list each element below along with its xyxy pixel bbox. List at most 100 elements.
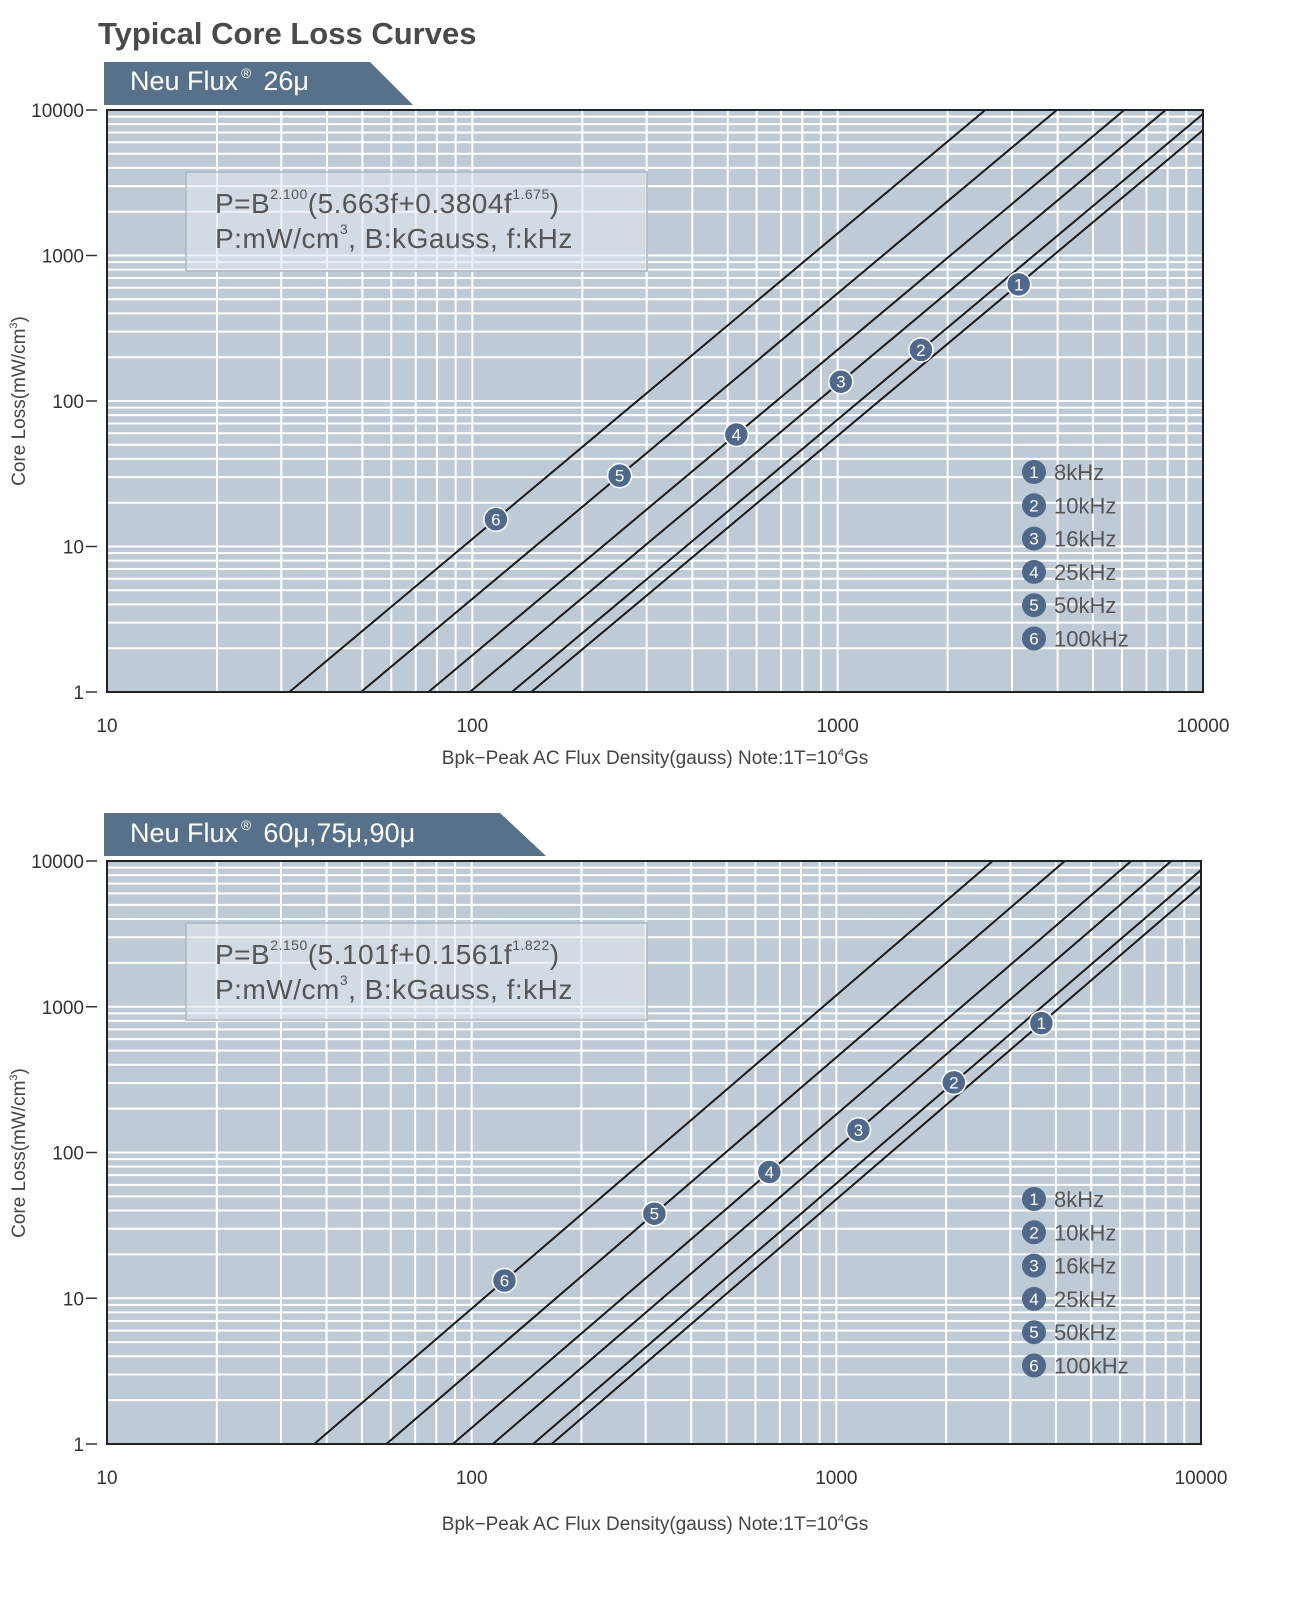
x-axis-title: Bpk−Peak AC Flux Density(gauss) Note:1T=…	[442, 1513, 868, 1535]
formula-part: P=B	[215, 188, 270, 219]
x-tick-label: 1000	[817, 716, 859, 737]
legend-marker	[1022, 1320, 1046, 1345]
x-tick-label: 100	[456, 716, 488, 737]
y-tick-label: 100	[52, 392, 84, 413]
y-tick-label: 10000	[31, 852, 84, 873]
legend-marker	[1022, 526, 1046, 551]
formula-part: )	[550, 188, 560, 219]
legend-item: 2 10kHz	[1022, 1220, 1116, 1245]
curve-100kHz	[313, 860, 994, 1445]
legend-marker	[1022, 1353, 1046, 1378]
curve-marker-circle	[483, 506, 509, 533]
curve-marker-number: 4	[732, 425, 741, 444]
legend-marker	[1022, 559, 1046, 584]
legend-label: 8kHz	[1054, 1187, 1104, 1212]
y-tick-label: 1	[73, 683, 84, 704]
series-banner	[104, 813, 546, 856]
legend-marker-number: 3	[1029, 1257, 1038, 1276]
legend-marker-number: 4	[1029, 563, 1038, 582]
y-axis-title-sup: 3	[8, 1074, 20, 1080]
legend-marker	[1022, 1220, 1046, 1245]
x-axis-title-text: Bpk−Peak AC Flux Density(gauss) Note:1T=…	[442, 748, 838, 769]
formula-part: (5.663f+0.3804f	[308, 188, 512, 219]
x-axis-title-tail: Gs	[844, 1514, 868, 1535]
curve-marker-1: 1	[1005, 271, 1032, 298]
plot-frame	[106, 860, 1202, 1445]
curve-marker-number: 6	[491, 510, 500, 529]
banner-brand: Neu Flux	[130, 818, 239, 848]
plot-frame	[106, 109, 1204, 693]
curve-50kHz	[360, 109, 1058, 693]
curve-marker-circle	[491, 1267, 518, 1294]
y-tick-label: 1000	[42, 247, 84, 268]
legend-marker-number: 3	[1029, 530, 1038, 549]
chart-26mu: Neu Flux ® 26μ P=B2.100(5.663f+0.3804f1.675…	[8, 62, 1229, 769]
y-tick-label: 100	[52, 1144, 84, 1165]
banner-title: Neu Flux ® 26μ	[130, 65, 309, 96]
curve-marker-circle	[756, 1159, 783, 1185]
formula-equation: P=B2.100(5.663f+0.3804f1.675)	[215, 186, 560, 219]
y-axis-title: Core Loss(mW/cm3)	[8, 1068, 30, 1238]
legend-item: 5 50kHz	[1022, 593, 1116, 618]
curve-marker-number: 4	[765, 1163, 774, 1182]
curve-marker-circle	[606, 462, 633, 489]
curve-marker-number: 3	[854, 1121, 863, 1140]
x-axis-title-tail: Gs	[844, 748, 868, 769]
curve-marker-3: 3	[845, 1117, 872, 1143]
curve-marker-number: 2	[949, 1073, 958, 1092]
legend-marker	[1022, 626, 1046, 651]
formula-equation: P=B2.150(5.101f+0.1561f1.822)	[215, 937, 560, 970]
curve-25kHz	[452, 860, 1132, 1445]
legend-marker	[1022, 493, 1046, 518]
curve-16kHz	[469, 109, 1167, 693]
y-tick-label: 1	[73, 1435, 84, 1456]
curve-marker-6: 6	[491, 1267, 518, 1294]
x-tick-label: 10000	[1175, 1468, 1228, 1489]
legend-label: 50kHz	[1054, 1320, 1116, 1345]
curve-marker-circle	[1028, 1010, 1055, 1036]
legend-item: 4 25kHz	[1022, 1286, 1116, 1312]
formula-exponent-b: 2.150	[270, 937, 308, 953]
curve-marker-2: 2	[908, 337, 934, 363]
banner-brand: Neu Flux	[130, 66, 239, 96]
legend-item: 4 25kHz	[1022, 559, 1116, 585]
formula-exponent-f: 1.822	[512, 937, 550, 953]
y-axis-title-text: Core Loss(mW/cm	[9, 329, 30, 486]
y-tick-label: 1000	[42, 998, 84, 1019]
y-axis-title-sup: 3	[8, 322, 20, 328]
legend-label: 100kHz	[1054, 1354, 1129, 1379]
x-tick-label: 10	[96, 1468, 117, 1489]
curve-marker-3: 3	[828, 368, 854, 395]
curves	[313, 860, 1202, 1445]
legend-label: 16kHz	[1054, 1254, 1116, 1279]
x-tick-label: 10	[96, 716, 117, 737]
banner-permeability: 60μ,75μ,90μ	[263, 818, 415, 848]
legend-marker	[1022, 593, 1046, 618]
legend-marker	[1022, 1253, 1046, 1278]
curve-marker-number: 6	[500, 1272, 509, 1291]
y-axis-title-tail: )	[9, 316, 30, 322]
x-axis-title-text: Bpk−Peak AC Flux Density(gauss) Note:1T=…	[442, 1514, 838, 1535]
legend-label: 100kHz	[1054, 627, 1129, 652]
legend-marker-number: 2	[1029, 1223, 1038, 1242]
legend-label: 8kHz	[1054, 460, 1104, 485]
legend-item: 5 50kHz	[1022, 1320, 1116, 1345]
legend-label: 10kHz	[1054, 1220, 1116, 1245]
series-banner	[104, 62, 413, 105]
y-tick-label: 10000	[31, 101, 84, 122]
legend-marker-number: 5	[1029, 596, 1038, 615]
curve-50kHz	[385, 860, 1066, 1445]
x-axis-title-sup: 4	[838, 747, 844, 759]
curve-marker-1: 1	[1028, 1010, 1055, 1036]
legend-item: 3 16kHz	[1022, 1253, 1116, 1279]
curve-marker-5: 5	[641, 1200, 668, 1227]
legend-label: 50kHz	[1054, 593, 1116, 618]
registered-mark: ®	[241, 817, 252, 833]
legend-label: 10kHz	[1054, 493, 1116, 518]
y-axis-title-tail: )	[9, 1068, 30, 1074]
formula-exponent-f: 1.675	[512, 186, 550, 202]
curve-marker-circle	[723, 421, 750, 448]
y-tick-label: 10	[63, 538, 84, 559]
legend-label: 16kHz	[1054, 527, 1116, 552]
